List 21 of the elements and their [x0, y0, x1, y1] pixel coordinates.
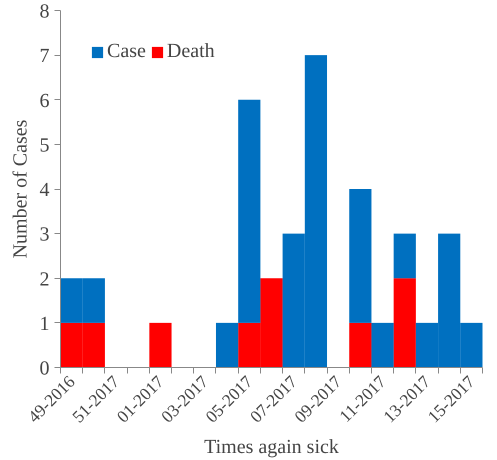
- y-tick-label: 3: [40, 224, 50, 246]
- bar: [394, 278, 416, 368]
- bar: [349, 322, 372, 368]
- bar: [149, 322, 172, 368]
- x-axis-title: Times again sick: [204, 436, 339, 458]
- legend-label: Death: [166, 40, 215, 63]
- bar: [349, 189, 372, 323]
- y-tick-label: 0: [40, 358, 50, 380]
- legend-label: Case: [107, 40, 146, 63]
- y-tick-label: 5: [40, 134, 50, 156]
- y-tick-label: 7: [40, 45, 50, 68]
- bar: [394, 234, 416, 278]
- y-tick-label: 8: [40, 0, 50, 22]
- y-axis-title: Number of Cases: [10, 119, 32, 258]
- y-tick-label: 4: [40, 179, 50, 201]
- y-tick-label: 2: [40, 268, 50, 290]
- bar: [238, 100, 260, 323]
- bar: [216, 322, 238, 368]
- y-tick-label: 6: [40, 90, 50, 112]
- bar: [371, 322, 394, 368]
- y-tick-label: 1: [40, 312, 50, 335]
